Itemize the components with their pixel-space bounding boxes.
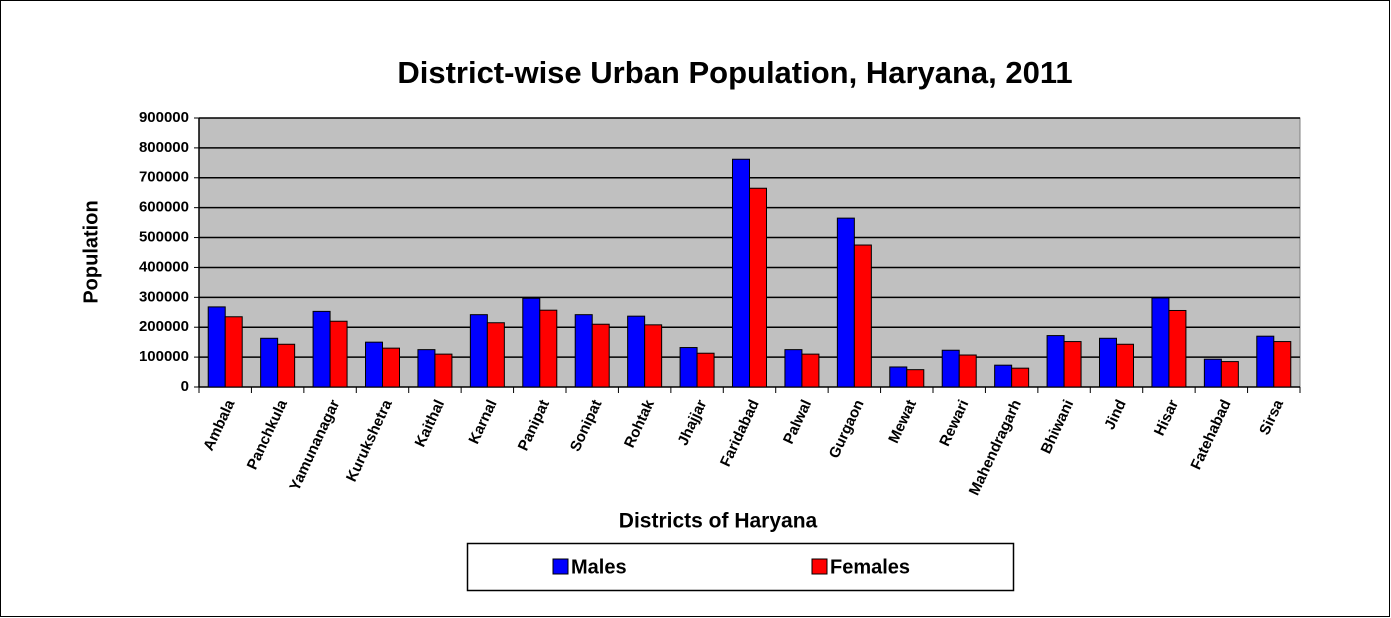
- bar: [591, 323, 610, 388]
- y-tick-label: 400000: [139, 258, 189, 275]
- bar: [469, 314, 488, 388]
- bar: [277, 343, 296, 388]
- bar: [1151, 297, 1170, 388]
- bar: [434, 353, 453, 388]
- bar: [836, 217, 855, 388]
- bar: [906, 369, 925, 388]
- bar: [644, 324, 663, 388]
- y-tick-label: 100000: [139, 348, 189, 365]
- bar: [732, 158, 750, 388]
- legend-label: Females: [830, 556, 910, 578]
- legend-swatch: [811, 558, 828, 575]
- bar: [696, 352, 715, 388]
- legend-swatch: [552, 558, 569, 575]
- y-tick-label: 200000: [139, 318, 189, 335]
- bar: [1203, 358, 1222, 388]
- legend-box: [466, 542, 1015, 592]
- bar: [1220, 361, 1239, 388]
- y-tick-label: 800000: [139, 139, 189, 156]
- y-tick-label: 600000: [139, 199, 189, 216]
- bar: [1046, 335, 1065, 388]
- bar: [1168, 309, 1187, 388]
- bar: [801, 353, 820, 388]
- bar: [1063, 341, 1082, 388]
- bar: [260, 337, 279, 388]
- bar: [679, 347, 698, 388]
- y-axis-title: Population: [80, 200, 102, 303]
- y-tick-label: 700000: [139, 169, 189, 186]
- bar: [1011, 367, 1030, 388]
- y-tick-label: 0: [181, 378, 189, 395]
- y-tick-label: 300000: [139, 288, 189, 305]
- bar: [329, 320, 348, 388]
- bar: [1116, 343, 1134, 388]
- y-tick-label: 900000: [139, 109, 189, 126]
- bar: [207, 306, 226, 388]
- bar: [627, 315, 646, 388]
- bar: [539, 309, 558, 388]
- bar: [522, 297, 541, 388]
- bar: [784, 349, 803, 388]
- bar: [853, 244, 872, 388]
- bar: [365, 341, 383, 388]
- bar: [889, 366, 908, 388]
- bar: [1099, 337, 1117, 388]
- bar: [417, 349, 436, 388]
- bar: [1256, 335, 1275, 388]
- chart-title: District-wise Urban Population, Haryana,…: [397, 55, 1072, 90]
- y-tick-label: 500000: [139, 229, 189, 246]
- bar: [224, 316, 243, 388]
- bar: [486, 322, 505, 388]
- bar: [958, 354, 977, 388]
- bar: [941, 349, 960, 388]
- bar: [574, 314, 593, 388]
- x-axis-title: Districts of Haryana: [619, 510, 818, 533]
- legend-label: Males: [571, 556, 627, 578]
- bar: [382, 347, 400, 388]
- bar: [994, 364, 1013, 388]
- bar: [749, 187, 767, 388]
- bar: [1273, 341, 1292, 388]
- bar: [312, 310, 331, 388]
